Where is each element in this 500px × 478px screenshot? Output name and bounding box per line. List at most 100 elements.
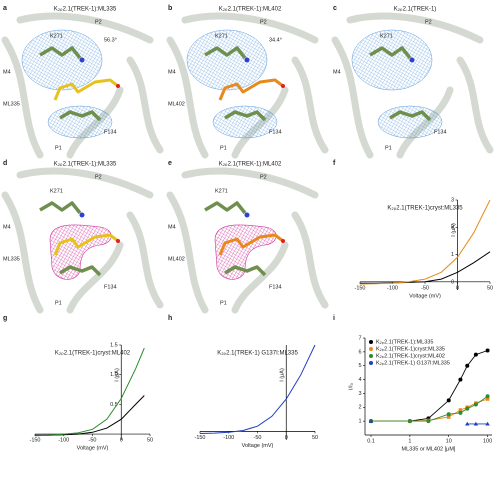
density-mesh <box>351 29 433 91</box>
legend-swatch <box>369 347 373 351</box>
x-tick-label: -150 <box>29 438 40 444</box>
x-tick-label: 0.1 <box>367 438 375 444</box>
panel-title: K₂ₚ2.1(TREK-1):ML335 <box>54 162 117 168</box>
residue-label: ML335 <box>3 101 20 107</box>
residue-label: P1 <box>220 145 227 151</box>
x-tick-label: 0 <box>285 435 288 441</box>
data-point <box>368 418 374 423</box>
data-point <box>465 406 470 411</box>
residue-label: M4 <box>168 69 176 75</box>
residue-label: P2 <box>95 174 102 180</box>
ligand <box>53 233 119 256</box>
legend-swatch <box>369 354 373 358</box>
x-tick-label: -100 <box>223 435 234 441</box>
x-tick-label: 50 <box>147 438 153 444</box>
residue-label: K271 <box>215 188 228 194</box>
y-axis-label: I (μA) <box>280 368 286 382</box>
residue-label: M4 <box>3 69 11 75</box>
residue-label: F134 <box>104 284 117 290</box>
data-point <box>473 421 479 426</box>
data-point <box>446 415 451 419</box>
oxygen <box>116 84 120 88</box>
density-mesh <box>186 29 268 91</box>
residue-f134 <box>389 110 432 122</box>
data-point <box>465 363 470 368</box>
residue-label: K271 <box>50 33 63 39</box>
series-line <box>360 251 491 284</box>
x-axis-label: Voltage (mV) <box>77 446 109 452</box>
cartoon-helix <box>166 36 209 159</box>
y-tick-label: 2 <box>451 225 454 231</box>
x-tick-label: -50 <box>421 285 429 291</box>
residue-label: F134 <box>434 129 447 135</box>
cartoon-helix <box>331 36 374 159</box>
x-axis-label: Voltage (mV) <box>409 293 441 299</box>
panel-letter: b <box>168 5 172 12</box>
series-line <box>35 395 145 436</box>
cartoon-helix <box>16 12 154 44</box>
residue-k271 <box>204 46 247 60</box>
x-tick-label: 50 <box>487 285 493 291</box>
cartoon-helix <box>181 12 319 44</box>
residue-label: ML402 <box>168 256 185 262</box>
residue-label: P1 <box>55 145 62 151</box>
chart-title: K₂ₚ2.1(TREK-1)cryst:ML335 <box>387 206 463 212</box>
x-tick-label: 100 <box>483 438 492 444</box>
x-tick-label: -150 <box>194 435 205 441</box>
x-axis-label: ML335 or ML402 [μM] <box>402 446 456 452</box>
residue-label: P2 <box>95 19 102 25</box>
panel-letter: e <box>168 160 172 167</box>
cartoon-helix <box>291 56 329 154</box>
density-mesh <box>377 105 443 139</box>
residue-label: ML402 <box>168 101 185 107</box>
ligand <box>53 78 119 101</box>
panel-letter: f <box>333 160 336 167</box>
density-mesh <box>214 224 277 280</box>
density-mesh <box>47 105 113 139</box>
cartoon-helix <box>126 56 164 154</box>
density-mesh <box>21 29 103 91</box>
residue-f134 <box>59 110 102 122</box>
nitrogen <box>79 57 85 63</box>
panel-title: K₂ₚ2.1(TREK-1):ML402 <box>219 7 282 13</box>
y-tick-label: 7 <box>358 335 361 341</box>
nitrogen <box>79 212 85 218</box>
y-tick-label: 0 <box>451 279 454 285</box>
structure-panel: c K₂ₚ2.1(TREK-1) P2 K271 M4 P1 F134 <box>331 5 494 159</box>
residue-label: 34.4° <box>269 37 282 43</box>
series-line <box>199 344 316 434</box>
series-line <box>34 347 145 437</box>
x-tick-label: -50 <box>254 435 262 441</box>
structure-panel: e K₂ₚ2.1(TREK-1):ML402 P2 K271 M4 ML402 P1 F134 <box>166 160 329 314</box>
x-tick-label: 1 <box>408 438 411 444</box>
data-point <box>485 394 490 399</box>
cartoon-helix <box>1 191 44 314</box>
residue-k271 <box>39 46 82 60</box>
data-point <box>485 421 490 426</box>
density-mesh <box>49 224 112 280</box>
data-point <box>485 397 490 401</box>
y-tick-label: 4 <box>358 377 361 383</box>
nitrogen <box>409 57 415 63</box>
y-axis-label: I (μA) <box>115 368 121 382</box>
structure-panel: a K₂ₚ2.1(TREK-1):ML335 P2 K271 M4 56.3° ML335 P… <box>1 5 164 159</box>
residue-label: M4 <box>3 224 11 230</box>
data-point <box>446 412 451 417</box>
residue-label: P1 <box>55 300 62 306</box>
chart-title: K₂ₚ2.1(TREK-1)cryst:ML402 <box>55 351 131 357</box>
cartoon-helix <box>16 167 154 199</box>
data-point <box>458 377 463 382</box>
cartoon-helix <box>346 12 484 44</box>
residue-k271 <box>39 201 82 215</box>
residue-k271 <box>369 46 412 60</box>
oxygen <box>281 84 285 88</box>
residue-f134 <box>224 110 267 122</box>
residue-label: M4 <box>333 69 341 75</box>
y-tick-label: 2 <box>358 405 361 411</box>
panel-title: K₂ₚ2.1(TREK-1) <box>394 7 437 13</box>
data-point <box>458 410 463 415</box>
y-tick-label: 3 <box>358 391 361 397</box>
panel-letter: d <box>3 160 7 167</box>
legend-label: K₂ₚ2.1(TREK-1) G137I:ML335 <box>376 360 450 366</box>
